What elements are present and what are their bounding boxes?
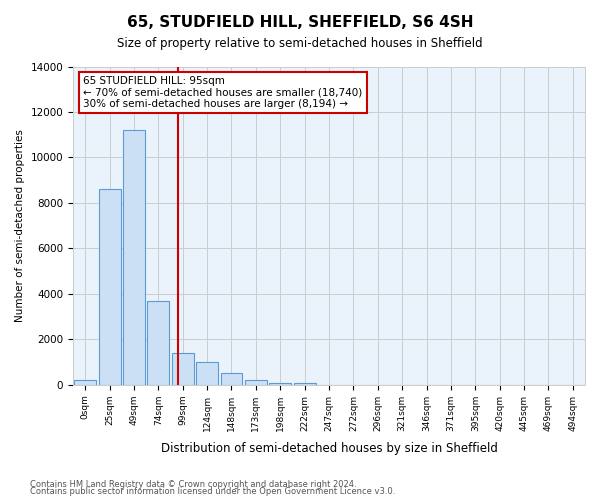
- Bar: [269, 382, 291, 385]
- Bar: [148, 300, 169, 385]
- Bar: [123, 130, 145, 385]
- Text: Contains HM Land Registry data © Crown copyright and database right 2024.: Contains HM Land Registry data © Crown c…: [30, 480, 356, 489]
- Text: Contains public sector information licensed under the Open Government Licence v3: Contains public sector information licen…: [30, 487, 395, 496]
- Text: Size of property relative to semi-detached houses in Sheffield: Size of property relative to semi-detach…: [117, 38, 483, 51]
- X-axis label: Distribution of semi-detached houses by size in Sheffield: Distribution of semi-detached houses by …: [161, 442, 497, 455]
- Bar: [196, 362, 218, 385]
- Bar: [245, 380, 267, 385]
- Bar: [172, 353, 194, 385]
- Text: 65, STUDFIELD HILL, SHEFFIELD, S6 4SH: 65, STUDFIELD HILL, SHEFFIELD, S6 4SH: [127, 15, 473, 30]
- Bar: [98, 190, 121, 385]
- Text: 65 STUDFIELD HILL: 95sqm
← 70% of semi-detached houses are smaller (18,740)
30% : 65 STUDFIELD HILL: 95sqm ← 70% of semi-d…: [83, 76, 362, 109]
- Bar: [74, 380, 96, 385]
- Bar: [293, 382, 316, 385]
- Y-axis label: Number of semi-detached properties: Number of semi-detached properties: [15, 129, 25, 322]
- Bar: [221, 374, 242, 385]
